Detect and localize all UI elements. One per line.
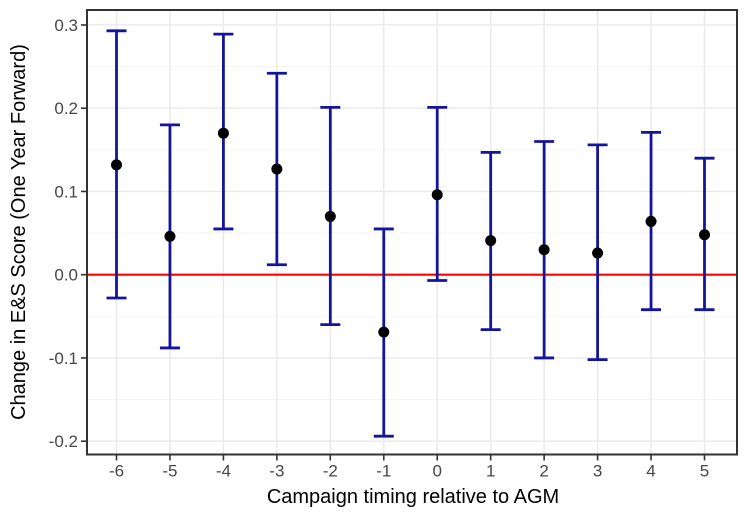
point-estimate [217,127,229,139]
x-tick-label: 4 [646,462,655,481]
y-tick-label: -0.2 [49,432,78,451]
point-estimate [431,189,443,201]
plot-panel [87,10,737,455]
point-estimate [538,244,550,256]
point-estimate [378,326,390,338]
y-tick-label: 0.3 [54,16,78,35]
x-tick-label: 0 [432,462,441,481]
point-estimate [699,229,710,241]
x-axis-title: Campaign timing relative to AGM [266,486,560,508]
x-tick-label: -5 [162,462,177,481]
y-tick-label: 0.2 [54,99,78,118]
point-estimate [271,163,283,175]
point-estimate [111,159,122,171]
point-estimate [645,215,657,227]
x-tick-label: 2 [539,462,548,481]
point-estimate [164,230,176,242]
x-tick-label: 3 [593,462,602,481]
point-estimate [592,247,604,259]
x-tick-label: -3 [269,462,284,481]
point-estimate [324,210,336,222]
panel-border [86,9,738,456]
point-estimate [485,235,497,247]
x-tick-label: -6 [109,462,124,481]
x-tick-label: -4 [216,462,231,481]
x-tick-label: -1 [376,462,391,481]
y-tick-label: 0.0 [54,266,78,285]
y-tick-label: 0.1 [54,182,78,201]
x-tick-label: 1 [486,462,495,481]
x-tick-label: 5 [700,462,709,481]
y-tick-label: -0.1 [49,349,78,368]
x-tick-label: -2 [323,462,338,481]
y-axis-title: Change in E&S Score (One Year Forward) [8,44,30,420]
